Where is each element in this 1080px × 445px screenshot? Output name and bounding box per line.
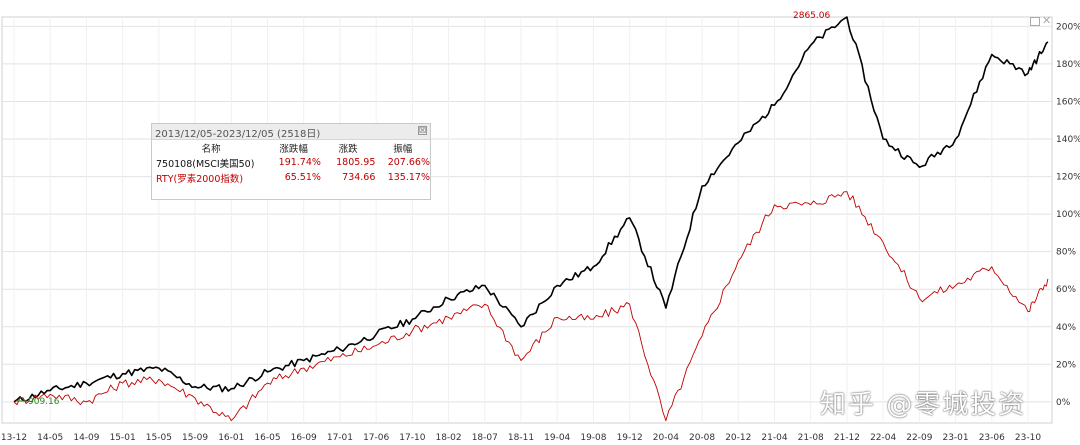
x-tick-label: 21-08	[798, 433, 824, 443]
panel-close-icon[interactable]: ☒	[418, 126, 427, 135]
plot-border	[1, 16, 1053, 424]
x-tick-label: 23-01	[942, 433, 968, 443]
y-tick-label: 140%	[1056, 135, 1080, 145]
y-tick-label: 200%	[1056, 22, 1080, 32]
x-tick-label: 17-10	[399, 433, 425, 443]
y-axis-ticks: 0% 20% 40% 60% 80% 100% 120% 140% 160% 180% 200%	[1056, 22, 1080, 407]
header-change-pct: 涨跌幅	[279, 144, 308, 155]
header-amplitude: 振幅	[393, 144, 413, 155]
x-tick-label: 16-05	[254, 433, 280, 443]
x-tick-label: 17-01	[327, 433, 353, 443]
x-tick-label: 15-05	[146, 433, 172, 443]
series-group	[13, 16, 1049, 422]
change-pct: 65.51%	[284, 172, 321, 183]
x-tick-label: 18-07	[472, 433, 498, 443]
y-tick-label: 160%	[1056, 97, 1080, 107]
x-tick-label: 14-09	[73, 433, 99, 443]
series-line-msci-usa50[interactable]	[13, 16, 1049, 403]
series-name: RTY(罗素2000指数)	[156, 173, 244, 185]
maximize-icon[interactable]	[1030, 17, 1040, 26]
legend-row-msci[interactable]: 750108(MSCI美国50) 191.74% 1805.95 207.66%	[154, 155, 430, 170]
change-pct: 191.74%	[278, 157, 321, 168]
x-tick-label: 23-06	[979, 433, 1005, 443]
x-tick-label: 21-12	[834, 433, 860, 443]
x-tick-label: 19-12	[617, 433, 643, 443]
series-line-russell2000[interactable]	[13, 191, 1049, 422]
y-tick-label: 180%	[1056, 60, 1080, 70]
max-value-annotation: 2865.06	[793, 11, 830, 21]
amplitude: 135.17%	[387, 172, 430, 183]
x-tick-label: 17-06	[363, 433, 389, 443]
change: 734.66	[342, 172, 376, 183]
panel-header: 2013/12/05-2023/12/05 (2518日) ☒	[152, 124, 430, 140]
x-tick-label: 20-12	[725, 433, 751, 443]
y-tick-label: 0%	[1056, 398, 1071, 408]
x-tick-label: 18-02	[435, 433, 461, 443]
x-tick-label: 15-01	[110, 433, 136, 443]
x-tick-label: 14-05	[37, 433, 63, 443]
legend-panel: 2013/12/05-2023/12/05 (2518日) ☒ 名称 涨跌幅 涨…	[151, 123, 431, 200]
x-tick-label: 16-09	[291, 433, 317, 443]
x-tick-label: 16-01	[218, 433, 244, 443]
y-tick-label: 120%	[1056, 173, 1080, 183]
grid-lines	[2, 17, 1052, 423]
x-tick-label: 19-04	[544, 433, 570, 443]
x-tick-label: 13-12	[1, 433, 27, 443]
x-tick-label: 20-04	[653, 433, 679, 443]
header-name: 名称	[201, 144, 221, 155]
y-tick-label: 40%	[1056, 323, 1076, 333]
x-tick-label: 15-09	[182, 433, 208, 443]
close-icon[interactable]: ✕	[1042, 14, 1052, 27]
change: 1805.95	[336, 157, 376, 168]
legend-table: 名称 涨跌幅 涨跌 振幅 750108(MSCI美国50) 191.74% 18…	[154, 141, 430, 185]
x-tick-label: 21-04	[761, 433, 787, 443]
x-tick-label: 23-10	[1015, 433, 1041, 443]
x-axis-ticks: 13-12 14-05 14-09 15-01 15-05 15-09 16-01 16-05…	[1, 433, 1041, 443]
x-tick-label: 22-09	[906, 433, 932, 443]
series-name: 750108(MSCI美国50)	[156, 158, 255, 170]
amplitude: 207.66%	[387, 157, 430, 168]
panel-title: 2013/12/05-2023/12/05 (2518日)	[155, 129, 321, 140]
min-value-annotation: 909.16	[28, 397, 60, 407]
x-tick-label: 19-08	[580, 433, 606, 443]
x-tick-label: 20-08	[689, 433, 715, 443]
header-change: 涨跌	[338, 144, 358, 155]
x-tick-label: 18-11	[508, 433, 534, 443]
legend-header-row: 名称 涨跌幅 涨跌 振幅	[154, 141, 430, 155]
y-tick-label: 20%	[1056, 360, 1076, 370]
y-tick-label: 60%	[1056, 285, 1076, 295]
x-tick-label: 22-04	[870, 433, 896, 443]
y-tick-label: 80%	[1056, 248, 1076, 258]
legend-row-rty[interactable]: RTY(罗素2000指数) 65.51% 734.66 135.17%	[154, 170, 430, 185]
y-tick-label: 100%	[1056, 210, 1080, 220]
watermark: 知乎 @零城投资	[820, 390, 1027, 420]
